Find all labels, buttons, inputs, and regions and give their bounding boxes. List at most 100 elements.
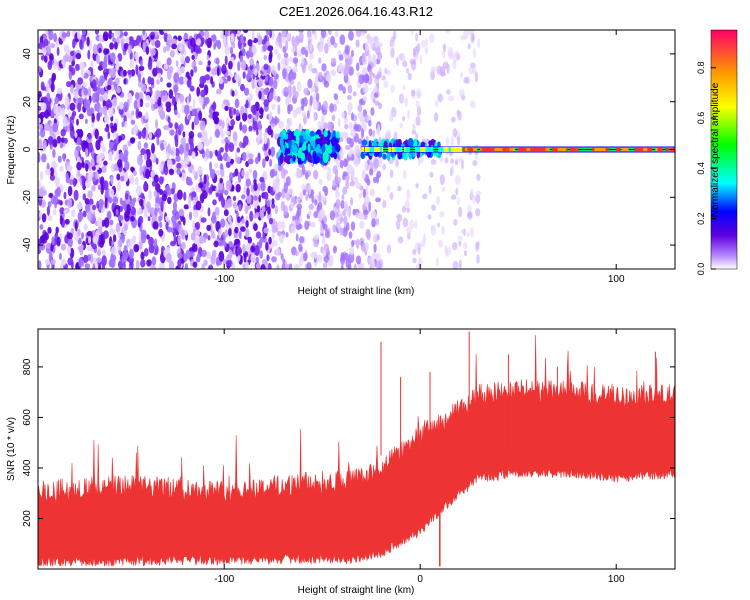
spectrogram-xlabel: Height of straight line (km) <box>298 286 415 297</box>
heatmap-cell <box>412 248 417 256</box>
heatmap-cell <box>122 251 129 260</box>
heatmap-cell <box>282 258 286 264</box>
heatmap-cell <box>395 158 399 168</box>
heatmap-cell <box>81 232 84 240</box>
heatmap-cell <box>454 174 461 186</box>
heatmap-cell <box>192 168 196 176</box>
heatmap-cell <box>226 156 231 163</box>
heatmap-cell <box>384 67 388 75</box>
heatmap-cell <box>153 238 158 250</box>
heatmap-cell <box>49 53 54 61</box>
heatmap-cell <box>450 158 455 164</box>
heatmap-cell <box>296 80 302 92</box>
heatmap-cell <box>285 263 290 269</box>
heatmap-cell <box>39 128 46 138</box>
heatmap-cell <box>268 236 272 245</box>
heatmap-cell <box>371 211 375 218</box>
heatmap-cell <box>96 154 102 165</box>
heatmap-cell <box>353 157 360 168</box>
heatmap-cell <box>192 209 199 218</box>
heatmap-cell <box>364 199 369 208</box>
heatmap-cell <box>415 133 419 140</box>
heatmap-cell <box>475 194 481 204</box>
heatmap-cell <box>109 257 116 269</box>
heatmap-cell <box>330 69 337 77</box>
heatmap-cell <box>296 203 303 211</box>
heatmap-cell <box>192 199 196 206</box>
heatmap-cell <box>404 199 410 210</box>
heatmap-cell <box>83 87 89 96</box>
heatmap-cell <box>377 142 384 148</box>
heatmap-cell <box>229 158 235 164</box>
heatmap-cell <box>194 237 198 245</box>
heatmap-cell <box>59 142 64 149</box>
heatmap-cell <box>156 79 160 85</box>
heatmap-cell <box>248 92 253 102</box>
heatmap-cell <box>222 99 229 105</box>
heatmap-cell <box>433 112 439 122</box>
heatmap-cell <box>210 254 216 265</box>
heatmap-cell <box>77 211 84 222</box>
heatmap-cell <box>474 71 479 83</box>
heatmap-cell <box>212 199 217 206</box>
heatmap-cell <box>263 227 269 234</box>
heatmap-cell <box>271 118 277 124</box>
heatmap-cell <box>69 102 76 112</box>
heatmap-cell <box>209 161 213 172</box>
heatmap-cell <box>317 44 324 53</box>
carrier-hot-cell <box>647 148 653 151</box>
heatmap-cell <box>204 156 208 162</box>
heatmap-cell <box>257 120 262 131</box>
carrier-cell <box>438 147 444 152</box>
heatmap-cell <box>376 234 380 241</box>
heatmap-cell <box>48 192 54 199</box>
heatmap-cell <box>307 110 310 119</box>
heatmap-cell <box>316 254 323 263</box>
heatmap-cell <box>179 144 184 155</box>
heatmap-cell <box>115 77 120 85</box>
heatmap-cell <box>395 56 399 66</box>
heatmap-cell <box>411 129 417 135</box>
heatmap-cell <box>234 98 240 109</box>
heatmap-cell <box>366 229 371 241</box>
heatmap-cell <box>470 188 474 198</box>
heatmap-cell <box>318 178 323 185</box>
heatmap-cell <box>436 195 440 206</box>
carrier-hot-cell <box>634 148 640 151</box>
carrier-hot-cell <box>530 148 533 151</box>
heatmap-cell <box>174 137 179 148</box>
heatmap-cell <box>320 30 326 39</box>
heatmap-cell <box>100 87 105 96</box>
heatmap-cell <box>163 30 169 34</box>
carrier-hot-cell <box>536 148 541 151</box>
heatmap-cell <box>110 52 116 63</box>
heatmap-cell <box>342 186 348 195</box>
heatmap-cell <box>295 233 299 242</box>
heatmap-cell <box>475 208 481 217</box>
heatmap-cell <box>308 184 312 195</box>
heatmap-cell <box>448 246 452 256</box>
heatmap-cell <box>430 224 437 236</box>
heatmap-cell <box>212 101 216 112</box>
heatmap-cell <box>286 33 291 40</box>
heatmap-cell <box>274 205 278 215</box>
heatmap-cell <box>253 195 258 201</box>
heatmap-cell <box>224 55 228 66</box>
heatmap-cell <box>197 47 202 54</box>
carrier-hot-cell <box>541 148 544 151</box>
heatmap-cell <box>127 92 132 99</box>
heatmap-cell <box>348 122 353 130</box>
heatmap-cell <box>38 139 43 149</box>
heatmap-cell <box>166 69 172 80</box>
heatmap-cell <box>254 245 260 257</box>
heatmap-cell <box>195 256 201 263</box>
heatmap-cell <box>262 43 267 52</box>
heatmap-cell <box>218 120 224 127</box>
heatmap-cell <box>207 235 211 241</box>
heatmap-cell <box>111 246 117 256</box>
heatmap-cell <box>263 221 267 228</box>
heatmap-cell <box>335 162 341 168</box>
heatmap-cell <box>236 216 241 223</box>
heatmap-cell <box>277 62 281 72</box>
heatmap-cell <box>169 50 175 58</box>
